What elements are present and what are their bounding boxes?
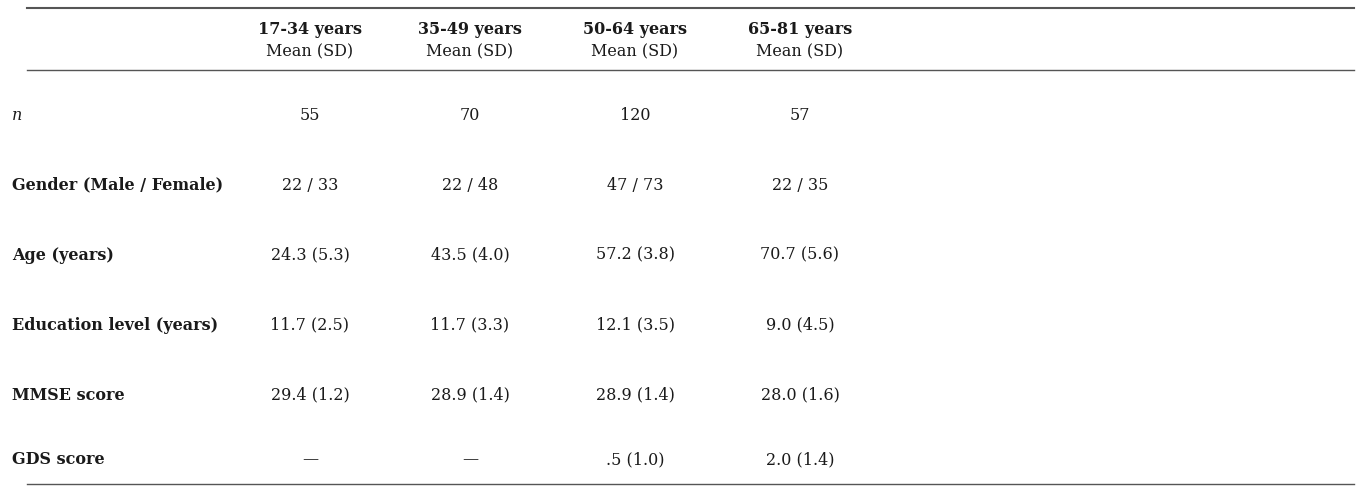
Text: 70: 70 (460, 106, 480, 123)
Text: Gender (Male / Female): Gender (Male / Female) (12, 177, 223, 193)
Text: Mean (SD): Mean (SD) (267, 43, 353, 61)
Text: 47 / 73: 47 / 73 (607, 177, 663, 193)
Text: 57: 57 (789, 106, 810, 123)
Text: 29.4 (1.2): 29.4 (1.2) (271, 387, 349, 403)
Text: Education level (years): Education level (years) (12, 316, 218, 334)
Text: —: — (462, 452, 477, 468)
Text: 57.2 (3.8): 57.2 (3.8) (595, 246, 674, 264)
Text: 22 / 33: 22 / 33 (282, 177, 338, 193)
Text: 70.7 (5.6): 70.7 (5.6) (761, 246, 840, 264)
Text: 55: 55 (300, 106, 320, 123)
Text: 43.5 (4.0): 43.5 (4.0) (431, 246, 509, 264)
Text: MMSE score: MMSE score (12, 387, 124, 403)
Text: n: n (12, 106, 22, 123)
Text: 28.9 (1.4): 28.9 (1.4) (431, 387, 509, 403)
Text: 28.9 (1.4): 28.9 (1.4) (595, 387, 674, 403)
Text: —: — (302, 452, 319, 468)
Text: .5 (1.0): .5 (1.0) (606, 452, 665, 468)
Text: 28.0 (1.6): 28.0 (1.6) (761, 387, 840, 403)
Text: 17-34 years: 17-34 years (259, 22, 363, 38)
Text: 22 / 48: 22 / 48 (442, 177, 498, 193)
Text: Mean (SD): Mean (SD) (427, 43, 513, 61)
Text: 9.0 (4.5): 9.0 (4.5) (766, 316, 834, 334)
Text: GDS score: GDS score (12, 452, 104, 468)
Text: Mean (SD): Mean (SD) (591, 43, 679, 61)
Text: 120: 120 (620, 106, 650, 123)
Text: 22 / 35: 22 / 35 (772, 177, 828, 193)
Text: 11.7 (3.3): 11.7 (3.3) (431, 316, 509, 334)
Text: 65-81 years: 65-81 years (748, 22, 852, 38)
Text: 24.3 (5.3): 24.3 (5.3) (271, 246, 349, 264)
Text: Age (years): Age (years) (12, 246, 114, 264)
Text: 35-49 years: 35-49 years (419, 22, 523, 38)
Text: 12.1 (3.5): 12.1 (3.5) (595, 316, 674, 334)
Text: 2.0 (1.4): 2.0 (1.4) (766, 452, 834, 468)
Text: 11.7 (2.5): 11.7 (2.5) (271, 316, 349, 334)
Text: Mean (SD): Mean (SD) (757, 43, 844, 61)
Text: 50-64 years: 50-64 years (583, 22, 687, 38)
